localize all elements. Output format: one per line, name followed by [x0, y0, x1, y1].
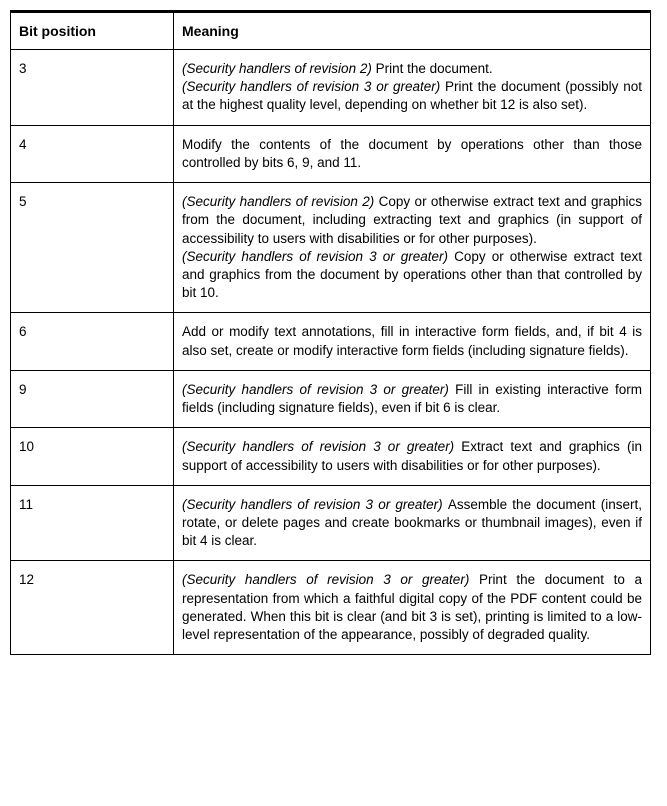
meaning-context: (Security handlers of revision 2) — [182, 194, 379, 209]
meaning-paragraph: (Security handlers of revision 2) Print … — [182, 60, 642, 78]
meaning-paragraph: (Security handlers of revision 3 or grea… — [182, 496, 642, 551]
meaning-context: (Security handlers of revision 3 or grea… — [182, 79, 445, 94]
meaning-context: (Security handlers of revision 3 or grea… — [182, 572, 479, 587]
permissions-table: Bit position Meaning 3 (Security handlers… — [10, 10, 651, 655]
cell-bit: 6 — [11, 313, 174, 370]
cell-bit: 3 — [11, 50, 174, 126]
meaning-paragraph: (Security handlers of revision 3 or grea… — [182, 571, 642, 644]
meaning-paragraph: (Security handlers of revision 3 or grea… — [182, 78, 642, 114]
table-row: 11 (Security handlers of revision 3 or gr… — [11, 485, 651, 561]
col-header-bit: Bit position — [11, 12, 174, 50]
cell-bit: 10 — [11, 428, 174, 485]
cell-meaning: (Security handlers of revision 2) Print … — [174, 50, 651, 126]
cell-bit: 5 — [11, 183, 174, 313]
meaning-paragraph: (Security handlers of revision 3 or grea… — [182, 438, 642, 474]
table-row: 9 (Security handlers of revision 3 or gre… — [11, 370, 651, 427]
meaning-paragraph: Add or modify text annotations, fill in … — [182, 323, 642, 359]
meaning-paragraph: (Security handlers of revision 2) Copy o… — [182, 193, 642, 248]
meaning-paragraph: (Security handlers of revision 3 or grea… — [182, 381, 642, 417]
col-header-meaning: Meaning — [174, 12, 651, 50]
meaning-text: Print the document. — [376, 61, 493, 76]
meaning-context: (Security handlers of revision 3 or grea… — [182, 497, 448, 512]
meaning-text: Add or modify text annotations, fill in … — [182, 324, 642, 357]
meaning-context: (Security handlers of revision 3 or grea… — [182, 249, 454, 264]
cell-bit: 9 — [11, 370, 174, 427]
table-row: 6Add or modify text annotations, fill in… — [11, 313, 651, 370]
meaning-text: Modify the contents of the document by o… — [182, 137, 642, 170]
cell-meaning: (Security handlers of revision 3 or grea… — [174, 370, 651, 427]
table-row: 4Modify the contents of the document by … — [11, 125, 651, 182]
meaning-paragraph: Modify the contents of the document by o… — [182, 136, 642, 172]
cell-bit: 11 — [11, 485, 174, 561]
table-row: 10 (Security handlers of revision 3 or gr… — [11, 428, 651, 485]
cell-bit: 12 — [11, 561, 174, 655]
table-header-row: Bit position Meaning — [11, 12, 651, 50]
table-body: 3 (Security handlers of revision 2) Print… — [11, 50, 651, 655]
cell-meaning: (Security handlers of revision 3 or grea… — [174, 428, 651, 485]
meaning-paragraph: (Security handlers of revision 3 or grea… — [182, 248, 642, 303]
cell-meaning: (Security handlers of revision 2) Copy o… — [174, 183, 651, 313]
table-row: 12 (Security handlers of revision 3 or gr… — [11, 561, 651, 655]
cell-meaning: (Security handlers of revision 3 or grea… — [174, 561, 651, 655]
table-row: 3 (Security handlers of revision 2) Print… — [11, 50, 651, 126]
cell-bit: 4 — [11, 125, 174, 182]
cell-meaning: (Security handlers of revision 3 or grea… — [174, 485, 651, 561]
meaning-context: (Security handlers of revision 3 or grea… — [182, 439, 461, 454]
table-row: 5(Security handlers of revision 2) Copy … — [11, 183, 651, 313]
meaning-context: (Security handlers of revision 2) — [182, 61, 376, 76]
cell-meaning: Modify the contents of the document by o… — [174, 125, 651, 182]
meaning-context: (Security handlers of revision 3 or grea… — [182, 382, 455, 397]
cell-meaning: Add or modify text annotations, fill in … — [174, 313, 651, 370]
